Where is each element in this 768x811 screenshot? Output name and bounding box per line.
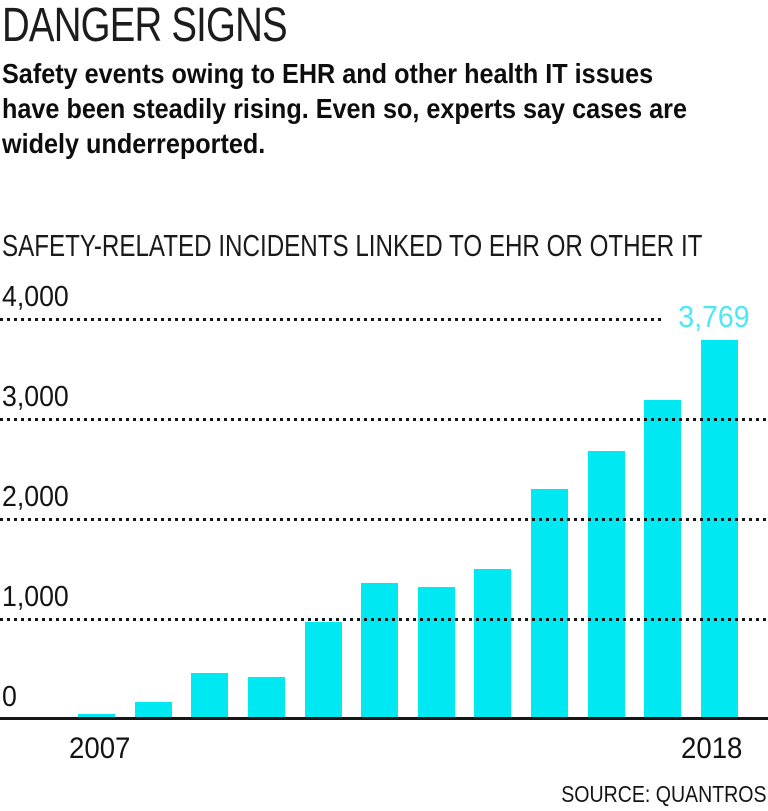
bar-2008: [135, 702, 172, 717]
subtitle: Safety events owing to EHR and other hea…: [2, 56, 763, 161]
x-axis-line: [0, 717, 768, 720]
bar-2009: [191, 673, 228, 717]
xtick-label-2007: 2007: [69, 732, 131, 765]
max-value-label-text: 3,769: [678, 299, 750, 334]
max-value-label: 3,769: [672, 299, 750, 335]
gridline-4000: [0, 318, 663, 321]
page-title: DANGER SIGNS: [2, 0, 358, 53]
ytick-label-2000: 2,000: [2, 481, 69, 513]
ytick-label-4000: 4,000: [2, 281, 69, 313]
bar-2014: [474, 569, 511, 717]
ytick-label-3000: 3,000: [2, 381, 69, 413]
gridline-1000: [0, 618, 768, 621]
bar-2017: [644, 400, 681, 717]
bar-2018: [701, 340, 738, 717]
bar-2007: [78, 714, 115, 717]
ytick-label-0: 0: [2, 681, 17, 713]
ytick-label-1000: 1,000: [2, 581, 69, 613]
bar-2013: [418, 587, 455, 717]
subtitle-line-1: Safety events owing to EHR and other hea…: [2, 58, 654, 89]
bar-2010: [248, 677, 285, 717]
subtitle-line-2: have been steadily rising. Even so, expe…: [2, 93, 687, 124]
bar-2016: [588, 451, 625, 717]
bar-2015: [531, 489, 568, 717]
gridline-3000: [0, 418, 768, 421]
xtick-label-2018: 2018: [681, 732, 743, 765]
subtitle-line-3: widely underreported.: [2, 128, 266, 159]
page-title-text: DANGER SIGNS: [2, 0, 288, 52]
bar-2011: [305, 622, 342, 717]
bar-2012: [361, 583, 398, 717]
chart-title-text: SAFETY-RELATED INCIDENTS LINKED TO EHR O…: [2, 228, 703, 263]
source-credit: SOURCE: QUANTROS: [525, 781, 767, 808]
gridline-2000: [0, 518, 768, 521]
source-credit-text: SOURCE: QUANTROS: [561, 781, 767, 807]
chart-title: SAFETY-RELATED INCIDENTS LINKED TO EHR O…: [2, 228, 768, 264]
